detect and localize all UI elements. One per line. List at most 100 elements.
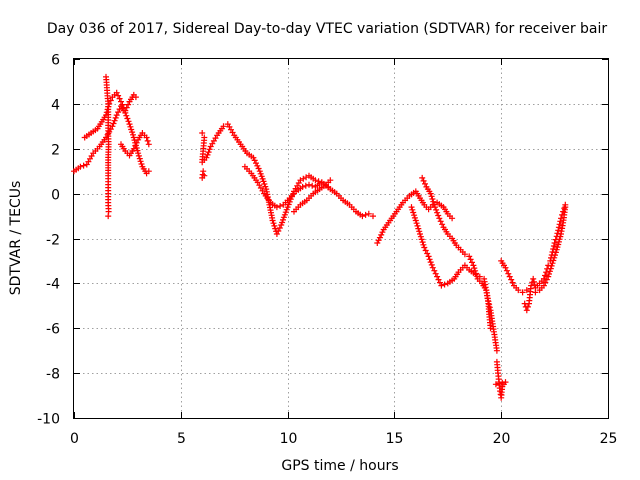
data-point — [201, 172, 208, 179]
data-point — [430, 198, 437, 205]
data-point — [145, 168, 152, 175]
data-point — [415, 225, 422, 232]
data-point — [449, 215, 456, 222]
data-point — [124, 115, 131, 122]
data-point — [408, 204, 415, 211]
data-point — [433, 206, 440, 213]
data-point — [523, 307, 530, 314]
data-point — [427, 259, 434, 266]
data-point — [203, 154, 210, 161]
data-point — [302, 182, 309, 189]
data-point — [493, 347, 500, 354]
data-point — [550, 257, 557, 264]
data-point — [416, 228, 423, 235]
data-point — [379, 229, 386, 236]
data-point — [441, 281, 448, 288]
data-point — [540, 282, 547, 289]
data-point — [471, 265, 478, 272]
data-point — [548, 262, 555, 269]
data-point — [502, 379, 509, 386]
data-point — [299, 183, 306, 190]
data-point — [467, 256, 474, 263]
data-point — [77, 163, 84, 170]
series-bair-13 — [492, 358, 509, 401]
data-point — [505, 270, 512, 277]
x-tick-label: 0 — [70, 431, 79, 447]
series-bair-5 — [199, 121, 332, 237]
data-point — [540, 275, 547, 282]
data-point — [473, 273, 480, 280]
data-point — [547, 265, 554, 272]
data-point — [204, 151, 211, 158]
y-tick-label: -4 — [46, 277, 60, 293]
data-point — [255, 165, 262, 172]
data-point — [524, 303, 531, 310]
data-point — [414, 222, 421, 229]
data-point — [552, 249, 559, 256]
data-point — [105, 213, 112, 220]
data-point — [327, 177, 334, 184]
data-point — [431, 201, 438, 208]
x-tick-label: 15 — [386, 431, 404, 447]
data-point — [122, 107, 129, 114]
data-points — [71, 73, 569, 401]
chart-title: Day 036 of 2017, Sidereal Day-to-day VTE… — [47, 21, 608, 37]
data-point — [437, 218, 444, 225]
data-point — [417, 231, 423, 237]
data-point — [123, 112, 130, 119]
data-point — [375, 237, 382, 244]
data-point — [549, 260, 556, 267]
data-point — [220, 123, 227, 130]
data-point — [562, 204, 569, 211]
data-point — [123, 104, 130, 111]
data-point — [206, 146, 213, 153]
data-point — [509, 279, 516, 286]
data-point — [531, 278, 537, 285]
data-point — [438, 282, 445, 289]
data-point — [135, 152, 142, 159]
data-point — [410, 209, 417, 216]
data-point — [269, 217, 276, 224]
data-point — [113, 112, 120, 119]
data-point — [413, 220, 420, 227]
data-point — [145, 141, 152, 148]
data-point — [130, 131, 136, 138]
data-point — [429, 196, 436, 202]
data-point — [277, 203, 284, 209]
series-bair-15 — [521, 201, 569, 314]
data-point — [125, 118, 132, 125]
series-bair-12 — [481, 275, 494, 332]
data-point — [376, 234, 383, 241]
data-point — [420, 241, 427, 248]
data-point — [412, 217, 419, 224]
series-bair-4 — [118, 130, 152, 159]
plot-frame — [73, 58, 609, 419]
x-axis-title: GPS time / hours — [281, 458, 398, 474]
axis-tick-labels: 0 5 10 15 20 25 -10 -8 -6 -4 -2 0 2 4 6 — [37, 53, 617, 448]
data-point — [125, 101, 132, 108]
x-tick-label: 20 — [493, 431, 511, 447]
data-point — [499, 379, 506, 386]
data-point — [551, 240, 558, 246]
data-point — [555, 227, 562, 234]
data-point — [199, 130, 206, 136]
series-bair-14 — [498, 257, 530, 296]
data-point — [434, 273, 441, 280]
data-point — [556, 221, 563, 228]
data-point — [552, 252, 558, 259]
data-point — [126, 121, 133, 128]
data-point — [107, 97, 114, 104]
y-tick-label: -2 — [46, 233, 60, 249]
data-point — [132, 94, 139, 101]
data-point — [427, 190, 434, 197]
data-point — [136, 155, 143, 162]
series-bair-3 — [103, 73, 112, 220]
data-point — [138, 161, 145, 167]
axis-ticks — [74, 59, 609, 419]
data-point — [469, 259, 475, 266]
data-point — [271, 222, 278, 229]
series-bair-6 — [199, 168, 208, 181]
data-point — [118, 98, 124, 105]
data-point — [496, 380, 503, 387]
